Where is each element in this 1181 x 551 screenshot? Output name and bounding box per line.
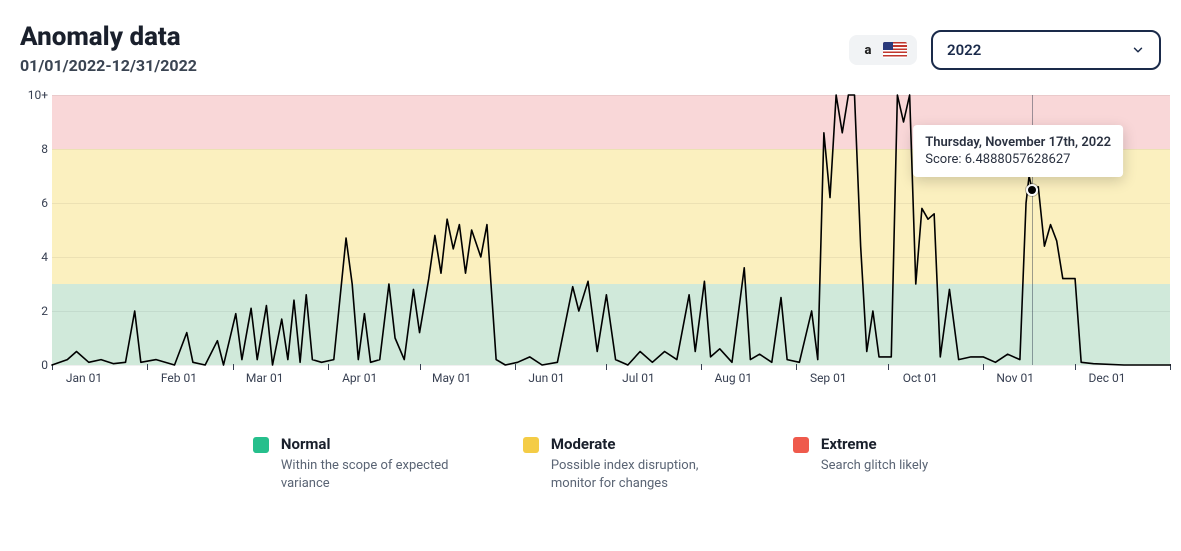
legend-label: Normal bbox=[281, 435, 453, 453]
x-tick-label: Mar 01 bbox=[246, 371, 284, 385]
x-tick-label: Feb 01 bbox=[161, 371, 197, 385]
x-tick-label: Jun 01 bbox=[528, 371, 564, 385]
page-title: Anomaly data bbox=[20, 22, 197, 52]
year-dropdown-value: 2022 bbox=[947, 41, 981, 59]
y-tick-label: 2 bbox=[20, 304, 48, 318]
x-tick-label: Jan 01 bbox=[66, 371, 102, 385]
y-tick-label: 8 bbox=[20, 142, 48, 156]
x-axis: Jan 01Feb 01Mar 01Apr 01May 01Jun 01Jul … bbox=[84, 371, 1181, 391]
x-tick-label: May 01 bbox=[432, 371, 471, 385]
y-tick-label: 10+ bbox=[20, 88, 48, 102]
anomaly-chart: 0246810+Thursday, November 17th, 2022Sco… bbox=[20, 95, 1161, 391]
amazon-icon: a bbox=[859, 41, 877, 59]
legend-label: Moderate bbox=[551, 435, 723, 453]
legend-item-moderate: Moderate Possible index disruption, monit… bbox=[523, 435, 723, 492]
date-range: 01/01/2022-12/31/2022 bbox=[20, 56, 197, 75]
x-tick-label: Dec 01 bbox=[1089, 371, 1126, 385]
legend-swatch bbox=[523, 437, 539, 453]
x-tick-label: Aug 01 bbox=[715, 371, 753, 385]
legend-item-normal: Normal Within the scope of expected varia… bbox=[253, 435, 453, 492]
marketplace-selector[interactable]: a bbox=[849, 35, 917, 65]
y-tick-label: 0 bbox=[20, 358, 48, 372]
x-tick-label: Nov 01 bbox=[996, 371, 1034, 385]
x-tick-label: Apr 01 bbox=[342, 371, 377, 385]
legend-desc: Within the scope of expected variance bbox=[281, 457, 453, 492]
chart-plot-area[interactable]: 0246810+Thursday, November 17th, 2022Sco… bbox=[52, 95, 1170, 365]
x-tick-label: Oct 01 bbox=[903, 371, 938, 385]
legend-swatch bbox=[253, 437, 269, 453]
x-tick-label: Jul 01 bbox=[622, 371, 655, 385]
y-tick-label: 6 bbox=[20, 196, 48, 210]
header-controls: a 2022 bbox=[849, 22, 1161, 70]
legend-desc: Possible index disruption, monitor for c… bbox=[551, 457, 723, 492]
hover-marker bbox=[1026, 184, 1038, 196]
chart-tooltip: Thursday, November 17th, 2022 Score: 6.48… bbox=[913, 125, 1123, 177]
y-tick-label: 4 bbox=[20, 250, 48, 264]
us-flag-icon bbox=[883, 42, 907, 58]
chevron-down-icon bbox=[1131, 43, 1145, 57]
tooltip-date: Thursday, November 17th, 2022 bbox=[925, 135, 1111, 150]
legend-swatch bbox=[793, 437, 809, 453]
legend-label: Extreme bbox=[821, 435, 928, 453]
chart-legend: Normal Within the scope of expected varia… bbox=[20, 435, 1161, 492]
tooltip-score: Score: 6.4888057628627 bbox=[925, 152, 1111, 167]
gridline bbox=[52, 365, 1170, 366]
year-dropdown[interactable]: 2022 bbox=[931, 30, 1161, 70]
x-tick-label: Sep 01 bbox=[810, 371, 847, 385]
legend-desc: Search glitch likely bbox=[821, 457, 928, 475]
legend-item-extreme: Extreme Search glitch likely bbox=[793, 435, 928, 492]
title-block: Anomaly data 01/01/2022-12/31/2022 bbox=[20, 22, 197, 75]
